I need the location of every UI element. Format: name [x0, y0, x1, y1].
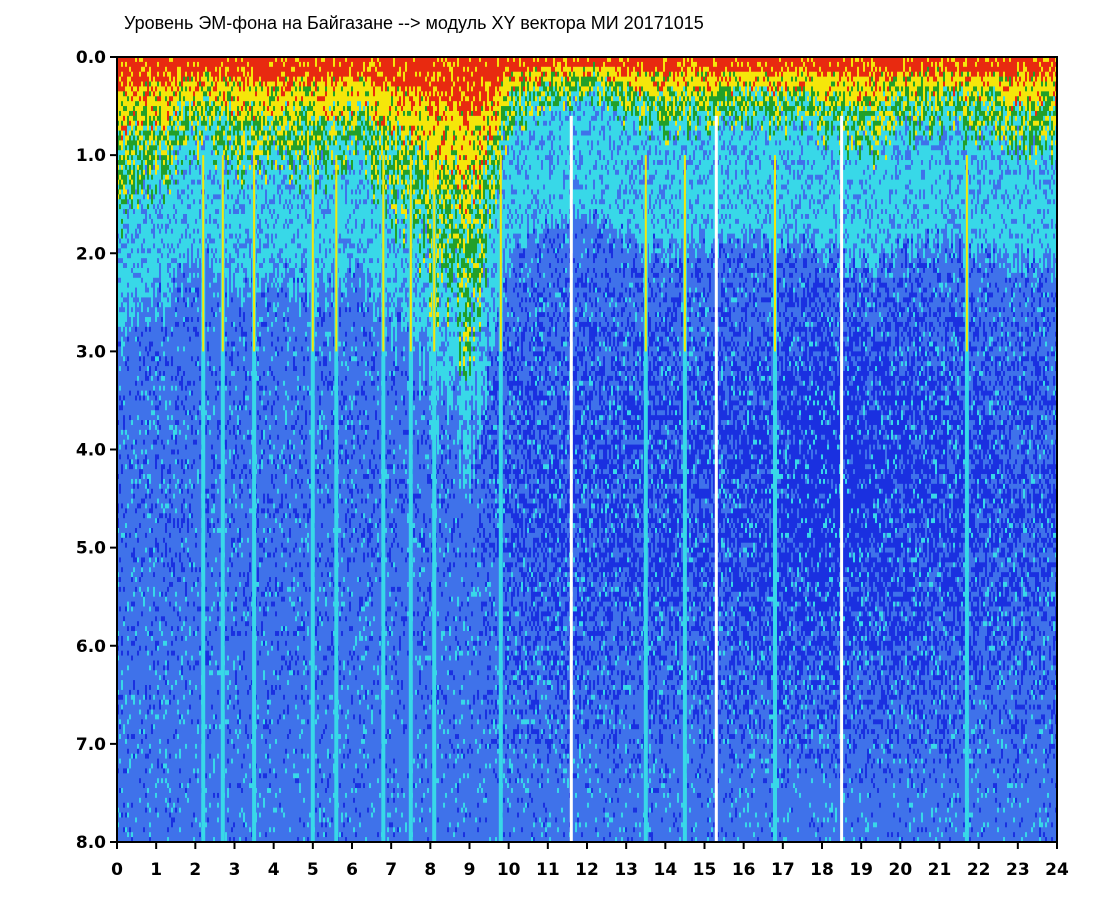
- heatmap-area: [117, 57, 1057, 842]
- chart-title: Уровень ЭМ-фона на Байгазане --> модуль …: [124, 13, 704, 33]
